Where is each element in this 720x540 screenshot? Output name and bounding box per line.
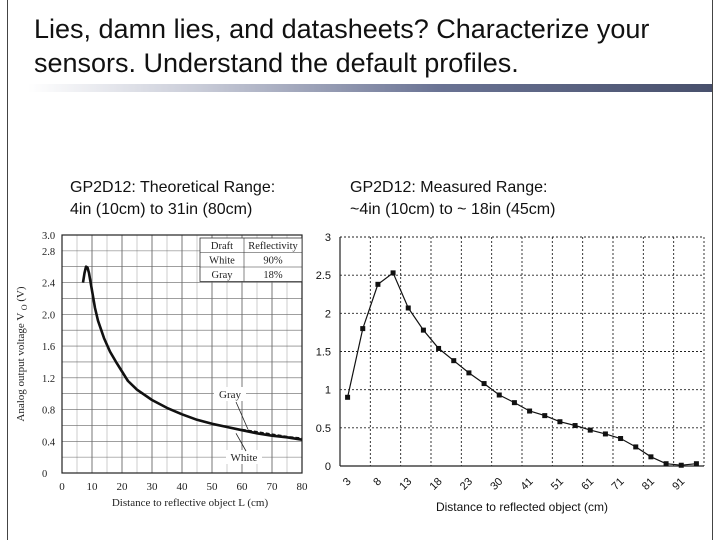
left-caption-line-2: 4in (10cm) to 31in (80cm)	[70, 201, 253, 218]
white-annotation-bg	[226, 450, 262, 464]
white-annotation-label: White	[231, 452, 258, 464]
measured-data-point	[405, 305, 411, 311]
measured-data-point	[678, 462, 684, 468]
left-y-tick-label: 1.2	[42, 374, 55, 385]
gray-annotation-bg	[214, 387, 246, 401]
right-x-tick-label: 18	[428, 476, 445, 493]
right-chart-caption: GP2D12: Measured Range: ~4in (10cm) to ~…	[350, 177, 555, 221]
gray-annotation-leader	[235, 401, 249, 430]
series-gray-line	[241, 428, 303, 439]
measured-data-point	[345, 394, 351, 400]
measured-data-point	[360, 326, 366, 332]
left-chart-caption: GP2D12: Theoretical Range: 4in (10cm) to…	[70, 177, 275, 221]
left-caption-line-1: GP2D12: Theoretical Range:	[70, 179, 276, 196]
measured-data-point	[375, 281, 381, 287]
left-x-tick-label: 60	[237, 481, 249, 493]
left-x-tick-label: 20	[117, 481, 129, 493]
measured-data-point	[390, 270, 396, 276]
left-x-tick-label: 10	[87, 481, 99, 493]
measured-data-point	[587, 427, 593, 433]
measured-data-point	[663, 461, 669, 467]
right-x-tick-label: 41	[519, 476, 536, 493]
right-y-tick-label: 1.5	[316, 347, 331, 359]
slide-title: Lies, damn lies, and datasheets? Charact…	[34, 12, 704, 80]
left-x-tick-label: 0	[59, 481, 65, 493]
legend-cell: 90%	[263, 256, 283, 267]
slide-title-line-1: Lies, damn lies, and datasheets? Charact…	[34, 14, 650, 44]
left-y-tick-label: 1.6	[42, 342, 55, 353]
measured-data-point	[451, 358, 457, 364]
legend-cell: 18%	[263, 270, 283, 281]
title-underline-bar	[28, 84, 712, 92]
right-x-tick-label: 13	[397, 476, 414, 493]
right-y-tick-label: 0	[325, 461, 331, 473]
right-x-tick-label: 30	[488, 476, 505, 493]
left-x-tick-label: 70	[267, 481, 279, 493]
measured-data-point	[542, 413, 548, 419]
right-y-tick-label: 1	[325, 385, 331, 397]
right-x-tick-label: 23	[458, 476, 475, 493]
measured-data-point	[481, 381, 487, 387]
left-x-tick-label: 50	[207, 481, 219, 493]
left-y-tick-label: 0	[42, 469, 47, 480]
measured-data-point	[420, 327, 426, 333]
legend-cell: Gray	[212, 270, 234, 281]
right-x-tick-label: 3	[341, 476, 354, 489]
left-x-tick-label: 80	[297, 481, 309, 493]
right-y-tick-label: 0.5	[316, 423, 331, 435]
left-y-axis-label: Analog output voltage V O (V)	[15, 286, 29, 422]
right-x-tick-label: 51	[549, 476, 566, 493]
left-y-tick-label: 0.8	[42, 406, 55, 417]
left-x-axis-label: Distance to reflective object L (cm)	[112, 497, 269, 509]
measured-data-point	[618, 436, 624, 442]
left-x-tick-label: 40	[177, 481, 189, 493]
legend-cell: Draft	[211, 241, 233, 252]
right-y-tick-label: 2	[325, 308, 331, 320]
right-x-axis-label: Distance to reflected object (cm)	[436, 500, 608, 514]
measured-data-point	[466, 370, 472, 376]
right-y-tick-label: 3	[325, 232, 331, 244]
right-x-tick-label: 71	[610, 476, 627, 493]
measured-data-point	[496, 392, 502, 398]
right-chart-group: 0 0.5 1 1.5 2 2.5 3 3 8 13 18 23 30 41 51 61 71 81 91 Dista…	[316, 232, 705, 514]
legend-cell: White	[209, 256, 235, 267]
gray-annotation-label: Gray	[219, 389, 241, 401]
measured-series-line	[347, 271, 697, 466]
right-caption-line-1: GP2D12: Measured Range:	[350, 179, 548, 196]
measured-data-point	[602, 431, 608, 437]
left-y-tick-label: 2.0	[42, 310, 55, 321]
right-x-tick-label: 8	[371, 476, 384, 489]
slide-border-right	[712, 0, 713, 540]
left-x-tick-label: 30	[147, 481, 159, 493]
right-y-tick-label: 2.5	[316, 270, 331, 282]
right-x-tick-label: 91	[670, 476, 687, 493]
left-y-tick-label: 2.4	[42, 279, 56, 290]
series-white-line	[81, 265, 303, 441]
white-annotation-leader	[235, 433, 247, 452]
measured-data-point	[633, 444, 639, 450]
left-plot-frame	[61, 234, 303, 474]
measured-data-point	[693, 461, 699, 467]
right-caption-line-2: ~4in (10cm) to ~ 18in (45cm)	[350, 201, 556, 218]
measured-data-point	[436, 345, 442, 351]
measured-data-point	[648, 454, 654, 460]
measured-data-point	[511, 400, 517, 406]
measured-data-point	[572, 423, 578, 429]
legend-cell: Reflectivity	[248, 241, 298, 252]
slide-title-line-2: sensors. Understand the default profiles…	[34, 48, 519, 78]
legend-table	[199, 237, 303, 282]
left-chart-group: 0 10 20 30 40 50 60 70 80 0 0.4 0.8 1.2 1.6 2.0 2.4 2.8 3…	[15, 231, 308, 509]
left-y-tick-label: 2.8	[42, 247, 55, 258]
slide-border-left	[7, 0, 8, 540]
right-x-tick-label: 61	[579, 476, 596, 493]
right-x-tick-label: 81	[640, 476, 657, 493]
left-y-tick-label: 0.4	[42, 437, 56, 448]
measured-data-point	[557, 419, 563, 425]
left-y-tick-label: 3.0	[42, 231, 55, 242]
measured-data-point	[527, 408, 533, 414]
